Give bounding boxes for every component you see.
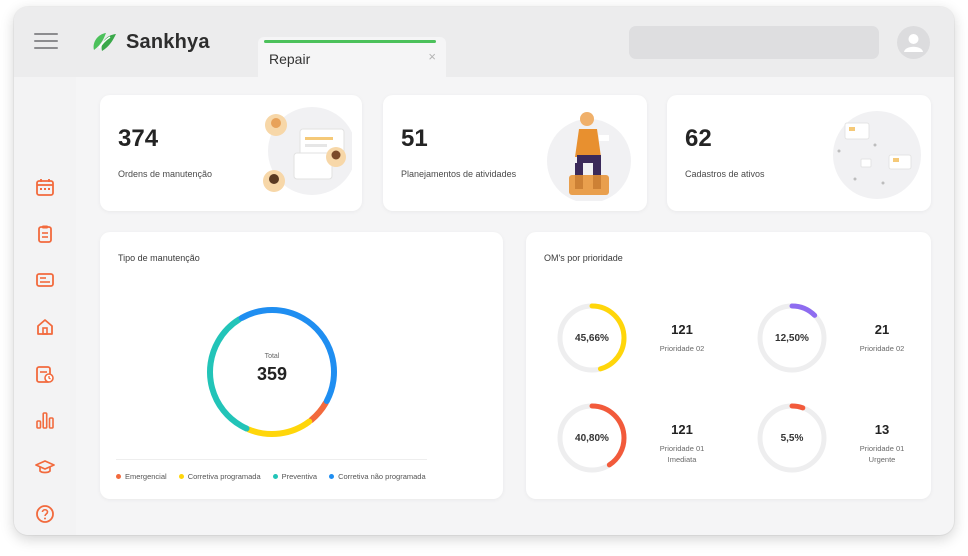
stat-label: Planejamentos de atividades [401, 169, 517, 179]
priority-gauge[interactable]: 5,5% 13 Prioridade 01 Urgente [756, 402, 946, 474]
donut-slice-corretiva-n-o-programada[interactable] [202, 302, 342, 442]
worker-illustration-icon [547, 112, 631, 201]
progress-ring [557, 403, 627, 473]
app-window: Sankhya Repair × [14, 7, 954, 535]
avatar[interactable] [897, 26, 930, 59]
priority-percent: 12,50% [775, 332, 809, 344]
tipo-manutencao-panel: Tipo de manutenção Total 359 Emergencial… [100, 232, 503, 499]
priority-percent: 40,80% [575, 432, 609, 444]
priority-count: 121 [671, 322, 693, 337]
progress-ring [557, 303, 627, 373]
sidebar [14, 77, 76, 535]
stat-value: 62 [685, 125, 712, 152]
progress-arc [757, 303, 827, 373]
progress-arc [557, 403, 627, 473]
hamburger-menu-icon[interactable] [34, 33, 58, 49]
legend-item[interactable]: Corretiva não programada [329, 472, 426, 481]
donut-center: Total 359 [202, 302, 342, 442]
total-label: Total [264, 353, 280, 360]
priority-gauge[interactable]: 45,66% 121 Prioridade 02 [556, 302, 746, 374]
chart-legend: Emergencial Corretiva programada Preventiv… [116, 472, 426, 481]
progress-ring [757, 403, 827, 473]
legend-label: Corretiva não programada [338, 472, 426, 481]
priority-gauge[interactable]: 40,80% 121 Prioridade 01 Imediata [556, 402, 746, 474]
donut-slice-preventiva[interactable] [202, 302, 342, 442]
sankhya-leaf-icon [93, 33, 116, 51]
stat-card-planejamentos[interactable]: 51 Planejamentos de atividades [383, 95, 647, 211]
brand-logo[interactable]: Sankhya [90, 27, 210, 57]
priority-label: Prioridade 02 [859, 344, 905, 353]
stat-card-ativos[interactable]: 62 Cadastros de ativos [667, 95, 931, 211]
calendar-icon[interactable] [35, 177, 55, 197]
top-bar: Sankhya Repair × [14, 7, 954, 77]
legend-divider [116, 459, 427, 460]
assets-illustration-icon [833, 111, 921, 199]
legend-label: Emergencial [125, 472, 167, 481]
home-icon[interactable] [35, 317, 55, 337]
priority-label: Prioridade 02 [659, 344, 705, 353]
tab-label: Repair [269, 51, 311, 67]
priority-percent: 45,66% [575, 332, 609, 344]
total-value: 359 [256, 364, 288, 384]
legend-label: Corretiva programada [187, 472, 261, 481]
help-icon[interactable] [35, 504, 55, 524]
donut-chart [202, 302, 342, 442]
schedule-icon[interactable] [35, 364, 55, 384]
progress-arc [757, 403, 827, 473]
legend-swatch [272, 474, 278, 479]
stat-value: 51 [401, 125, 428, 152]
tab-repair[interactable]: Repair × [258, 37, 446, 77]
legend-item[interactable]: Corretiva programada [178, 472, 261, 481]
legend-label: Preventiva [281, 472, 318, 481]
priority-gauge[interactable]: 12,50% 21 Prioridade 02 [756, 302, 946, 374]
priority-percent: 5,5% [780, 432, 804, 444]
close-icon[interactable]: × [428, 49, 436, 64]
search-input[interactable] [629, 26, 879, 59]
priority-count: 13 [874, 422, 890, 437]
prioridade-panel: OM's por prioridade 45,66% 121 Prioridade … [526, 232, 931, 499]
priority-count: 21 [874, 322, 890, 337]
progress-arc [557, 303, 627, 373]
user-icon [904, 34, 923, 52]
document-icon[interactable] [35, 270, 55, 290]
clipboard-icon[interactable] [35, 224, 55, 244]
priority-label: Prioridade 01 Imediata [659, 444, 705, 464]
team-illustration-icon [263, 107, 352, 195]
stat-label: Ordens de manutenção [118, 169, 213, 179]
stat-card-ordens[interactable]: 374 Ordens de manutenção [100, 95, 362, 211]
priority-label: Prioridade 01 Urgente [859, 444, 905, 464]
panel-title: OM's por prioridade [544, 253, 623, 263]
progress-ring [757, 303, 827, 373]
tab-active-indicator [264, 40, 436, 43]
stat-label: Cadastros de ativos [685, 169, 765, 179]
legend-item[interactable]: Preventiva [272, 472, 318, 481]
graduation-cap-icon[interactable] [35, 457, 55, 477]
bar-chart-icon[interactable] [35, 410, 55, 430]
priority-count: 121 [671, 422, 693, 437]
legend-swatch [116, 474, 121, 479]
brand-name: Sankhya [126, 30, 210, 53]
legend-swatch [178, 474, 184, 479]
legend-swatch [329, 474, 335, 479]
legend-item[interactable]: Emergencial [116, 472, 167, 481]
stat-value: 374 [118, 125, 159, 152]
panel-title: Tipo de manutenção [118, 253, 200, 263]
